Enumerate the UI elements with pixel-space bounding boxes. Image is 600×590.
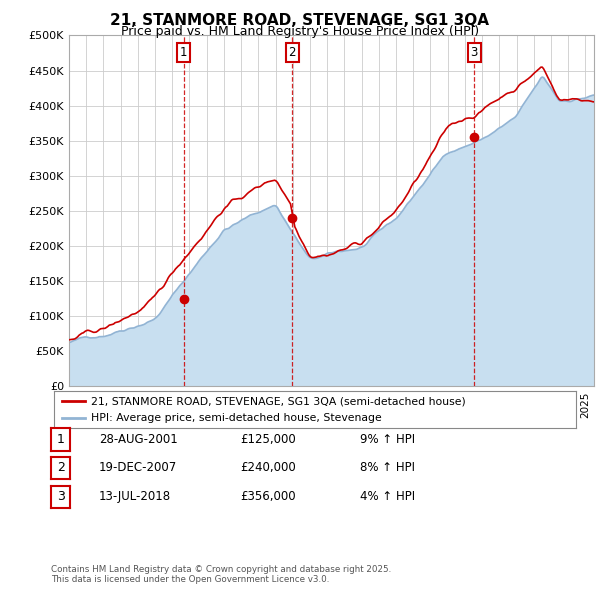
Text: 13-JUL-2018: 13-JUL-2018 [99, 490, 171, 503]
Text: 21, STANMORE ROAD, STEVENAGE, SG1 3QA (semi-detached house): 21, STANMORE ROAD, STEVENAGE, SG1 3QA (s… [91, 396, 465, 407]
Text: 9% ↑ HPI: 9% ↑ HPI [360, 433, 415, 446]
Text: £356,000: £356,000 [240, 490, 296, 503]
Text: 19-DEC-2007: 19-DEC-2007 [99, 461, 177, 474]
Text: £240,000: £240,000 [240, 461, 296, 474]
Text: 28-AUG-2001: 28-AUG-2001 [99, 433, 178, 446]
Text: 2: 2 [289, 46, 296, 59]
Text: Price paid vs. HM Land Registry's House Price Index (HPI): Price paid vs. HM Land Registry's House … [121, 25, 479, 38]
Text: 2: 2 [56, 461, 65, 474]
Text: 1: 1 [56, 433, 65, 446]
Text: 4% ↑ HPI: 4% ↑ HPI [360, 490, 415, 503]
Text: HPI: Average price, semi-detached house, Stevenage: HPI: Average price, semi-detached house,… [91, 412, 381, 422]
Text: 8% ↑ HPI: 8% ↑ HPI [360, 461, 415, 474]
Text: Contains HM Land Registry data © Crown copyright and database right 2025.
This d: Contains HM Land Registry data © Crown c… [51, 565, 391, 584]
Text: 3: 3 [56, 490, 65, 503]
Text: 1: 1 [180, 46, 187, 59]
Text: 21, STANMORE ROAD, STEVENAGE, SG1 3QA: 21, STANMORE ROAD, STEVENAGE, SG1 3QA [110, 13, 490, 28]
Text: £125,000: £125,000 [240, 433, 296, 446]
Text: 3: 3 [470, 46, 478, 59]
